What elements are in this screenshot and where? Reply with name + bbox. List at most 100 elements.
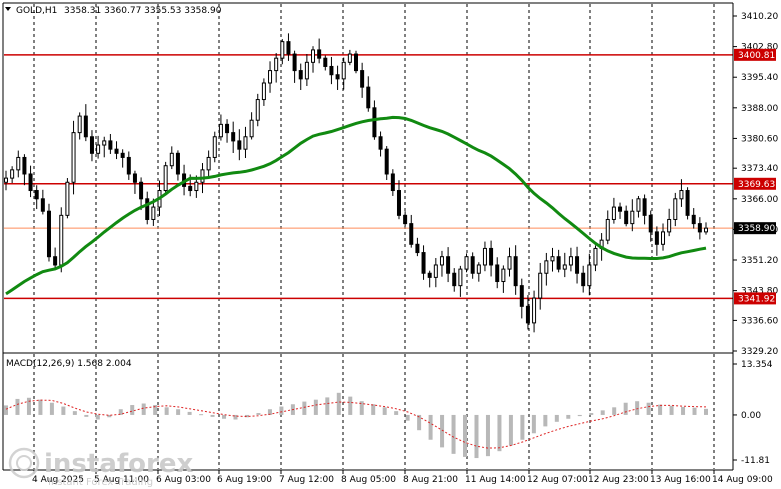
macd-bar (256, 413, 261, 415)
candle-body (489, 247, 494, 266)
time-tick-label: 4 Aug 2025 (32, 475, 84, 485)
level-tag (734, 177, 776, 190)
candle-body (427, 272, 432, 278)
macd-bar (566, 414, 571, 419)
macd-bar (658, 404, 663, 415)
macd-bar (15, 398, 20, 415)
macd-signal-line (5, 399, 707, 449)
watermark: instaforex Instant Forex Trading (8, 447, 194, 488)
candle-body (151, 206, 156, 220)
candle-body (231, 132, 236, 142)
time-tick-label: 14 Aug 09:00 (712, 475, 773, 485)
macd-bar (141, 403, 146, 415)
candle-body (581, 272, 586, 287)
macd-bar (107, 414, 112, 418)
candle-body (691, 214, 696, 225)
macd-bar (244, 414, 249, 418)
candle-body (519, 285, 524, 307)
candle-body (59, 214, 64, 266)
price-tick-label: 3395.40 (741, 73, 778, 83)
candle-body (476, 264, 481, 274)
candle-body (200, 169, 205, 183)
macd-bar (440, 414, 445, 448)
level-lines (4, 54, 733, 300)
macd-bar (635, 401, 640, 415)
candle-body (126, 156, 131, 175)
macd-bar (600, 410, 605, 415)
macd-bar (577, 414, 582, 417)
candle-body (378, 136, 383, 150)
candle-body (464, 256, 469, 270)
time-axis: 4 Aug 2025 5 Aug 11:00 6 Aug 03:00 6 Aug 19… (32, 470, 773, 485)
macd-bar (692, 407, 697, 415)
macd-bar (543, 414, 548, 427)
current-price-tag (734, 222, 776, 235)
candle-body (495, 264, 500, 283)
brand-name: instaforex (44, 449, 194, 479)
macd-bar (279, 406, 284, 415)
price-tick-label: 3343.80 (741, 287, 778, 297)
candle-body (409, 223, 414, 245)
candle-body (120, 152, 125, 158)
candle-body (261, 82, 266, 101)
price-tick-label: 3402.80 (741, 43, 778, 53)
candle-body (421, 252, 426, 274)
candle-body (685, 190, 690, 216)
macd-grid (33, 354, 715, 469)
collapse-arrow-icon[interactable] (5, 7, 11, 11)
candle-body (286, 41, 291, 55)
macd-bar (233, 414, 238, 420)
macd-bar (417, 414, 422, 431)
macd-bar (704, 408, 708, 415)
candle-body (292, 53, 297, 72)
candle-body (22, 156, 27, 175)
macd-bar (348, 396, 353, 415)
current-price-label: 3358.90 (738, 224, 775, 234)
time-tick-label: 12 Aug 23:00 (588, 475, 649, 485)
candle-body (458, 268, 463, 287)
macd-bar (199, 414, 204, 416)
macd-bar (267, 409, 272, 415)
macd-bar (61, 406, 66, 415)
macd-bar (646, 402, 651, 415)
candle-body (446, 256, 451, 274)
macd-bar (313, 399, 318, 415)
candle-body (114, 148, 119, 154)
candle-body (538, 272, 543, 299)
candle-body (403, 214, 408, 225)
level-tag-label: 3369.63 (738, 180, 775, 190)
macd-bar (669, 405, 674, 415)
candle-body (28, 173, 33, 192)
candle-body (679, 190, 684, 200)
candle-body (390, 173, 395, 192)
candle-body (311, 49, 316, 63)
candle-body (188, 185, 193, 192)
macd-bar (222, 414, 227, 419)
candle-body (532, 297, 537, 324)
candle-body (704, 227, 708, 233)
candle-body (482, 247, 487, 266)
candle-body (175, 152, 180, 175)
candle-body (132, 173, 137, 183)
macd-bar (302, 401, 307, 415)
time-tick-label: 5 Aug 11:00 (94, 475, 149, 485)
candle-body (550, 256, 555, 262)
candle-body (280, 41, 285, 59)
macd-histogram (4, 392, 708, 459)
macd-bar (463, 414, 468, 457)
candle-body (212, 136, 217, 158)
candle-body (71, 132, 76, 183)
macd-bar (84, 414, 89, 417)
candle-body (366, 86, 371, 109)
time-tick-label: 8 Aug 05:00 (341, 475, 396, 485)
candle-body (630, 210, 635, 225)
candle-body (225, 123, 230, 134)
macd-bar (153, 405, 158, 415)
candle-body (77, 115, 82, 134)
candle-body (648, 214, 653, 233)
candle-body (108, 140, 113, 150)
candle-body (304, 61, 309, 80)
macd-bar (118, 409, 123, 415)
candle-body (360, 70, 365, 88)
